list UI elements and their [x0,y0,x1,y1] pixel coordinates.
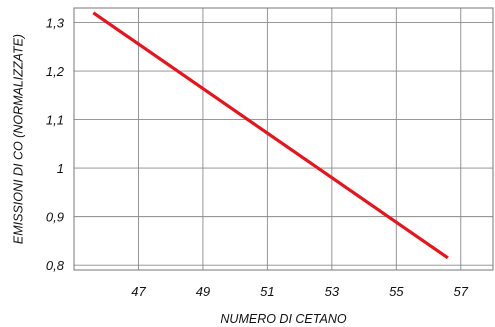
y-tick-label: 1,2 [46,64,65,79]
y-tick-label: 1,1 [46,113,64,128]
x-tick-label: 47 [131,284,146,299]
x-tick-label: 55 [389,284,404,299]
y-tick-label: 1,3 [46,16,65,31]
x-tick-label: 53 [325,284,340,299]
y-tick-label: 0,9 [46,210,64,225]
y-tick-label: 0,8 [46,258,65,273]
x-tick-label: 57 [454,284,469,299]
plot-frame [73,7,494,271]
x-tick-labels: 47 49 51 53 55 57 [131,284,469,299]
x-axis-label: NUMERO DI CETANO [220,312,346,326]
y-gridlines [74,22,493,266]
y-tick-label: 1 [57,161,64,176]
series-layer [92,11,449,260]
x-tick-label: 51 [260,284,274,299]
x-tick-label: 49 [196,284,210,299]
series-line [92,11,449,260]
x-gridlines [138,8,462,270]
y-axis-label: EMISSIONI DI CO (NORMALIZZATE) [11,34,25,244]
y-tick-labels: 0,8 0,9 1 1,1 1,2 1,3 [46,16,65,274]
